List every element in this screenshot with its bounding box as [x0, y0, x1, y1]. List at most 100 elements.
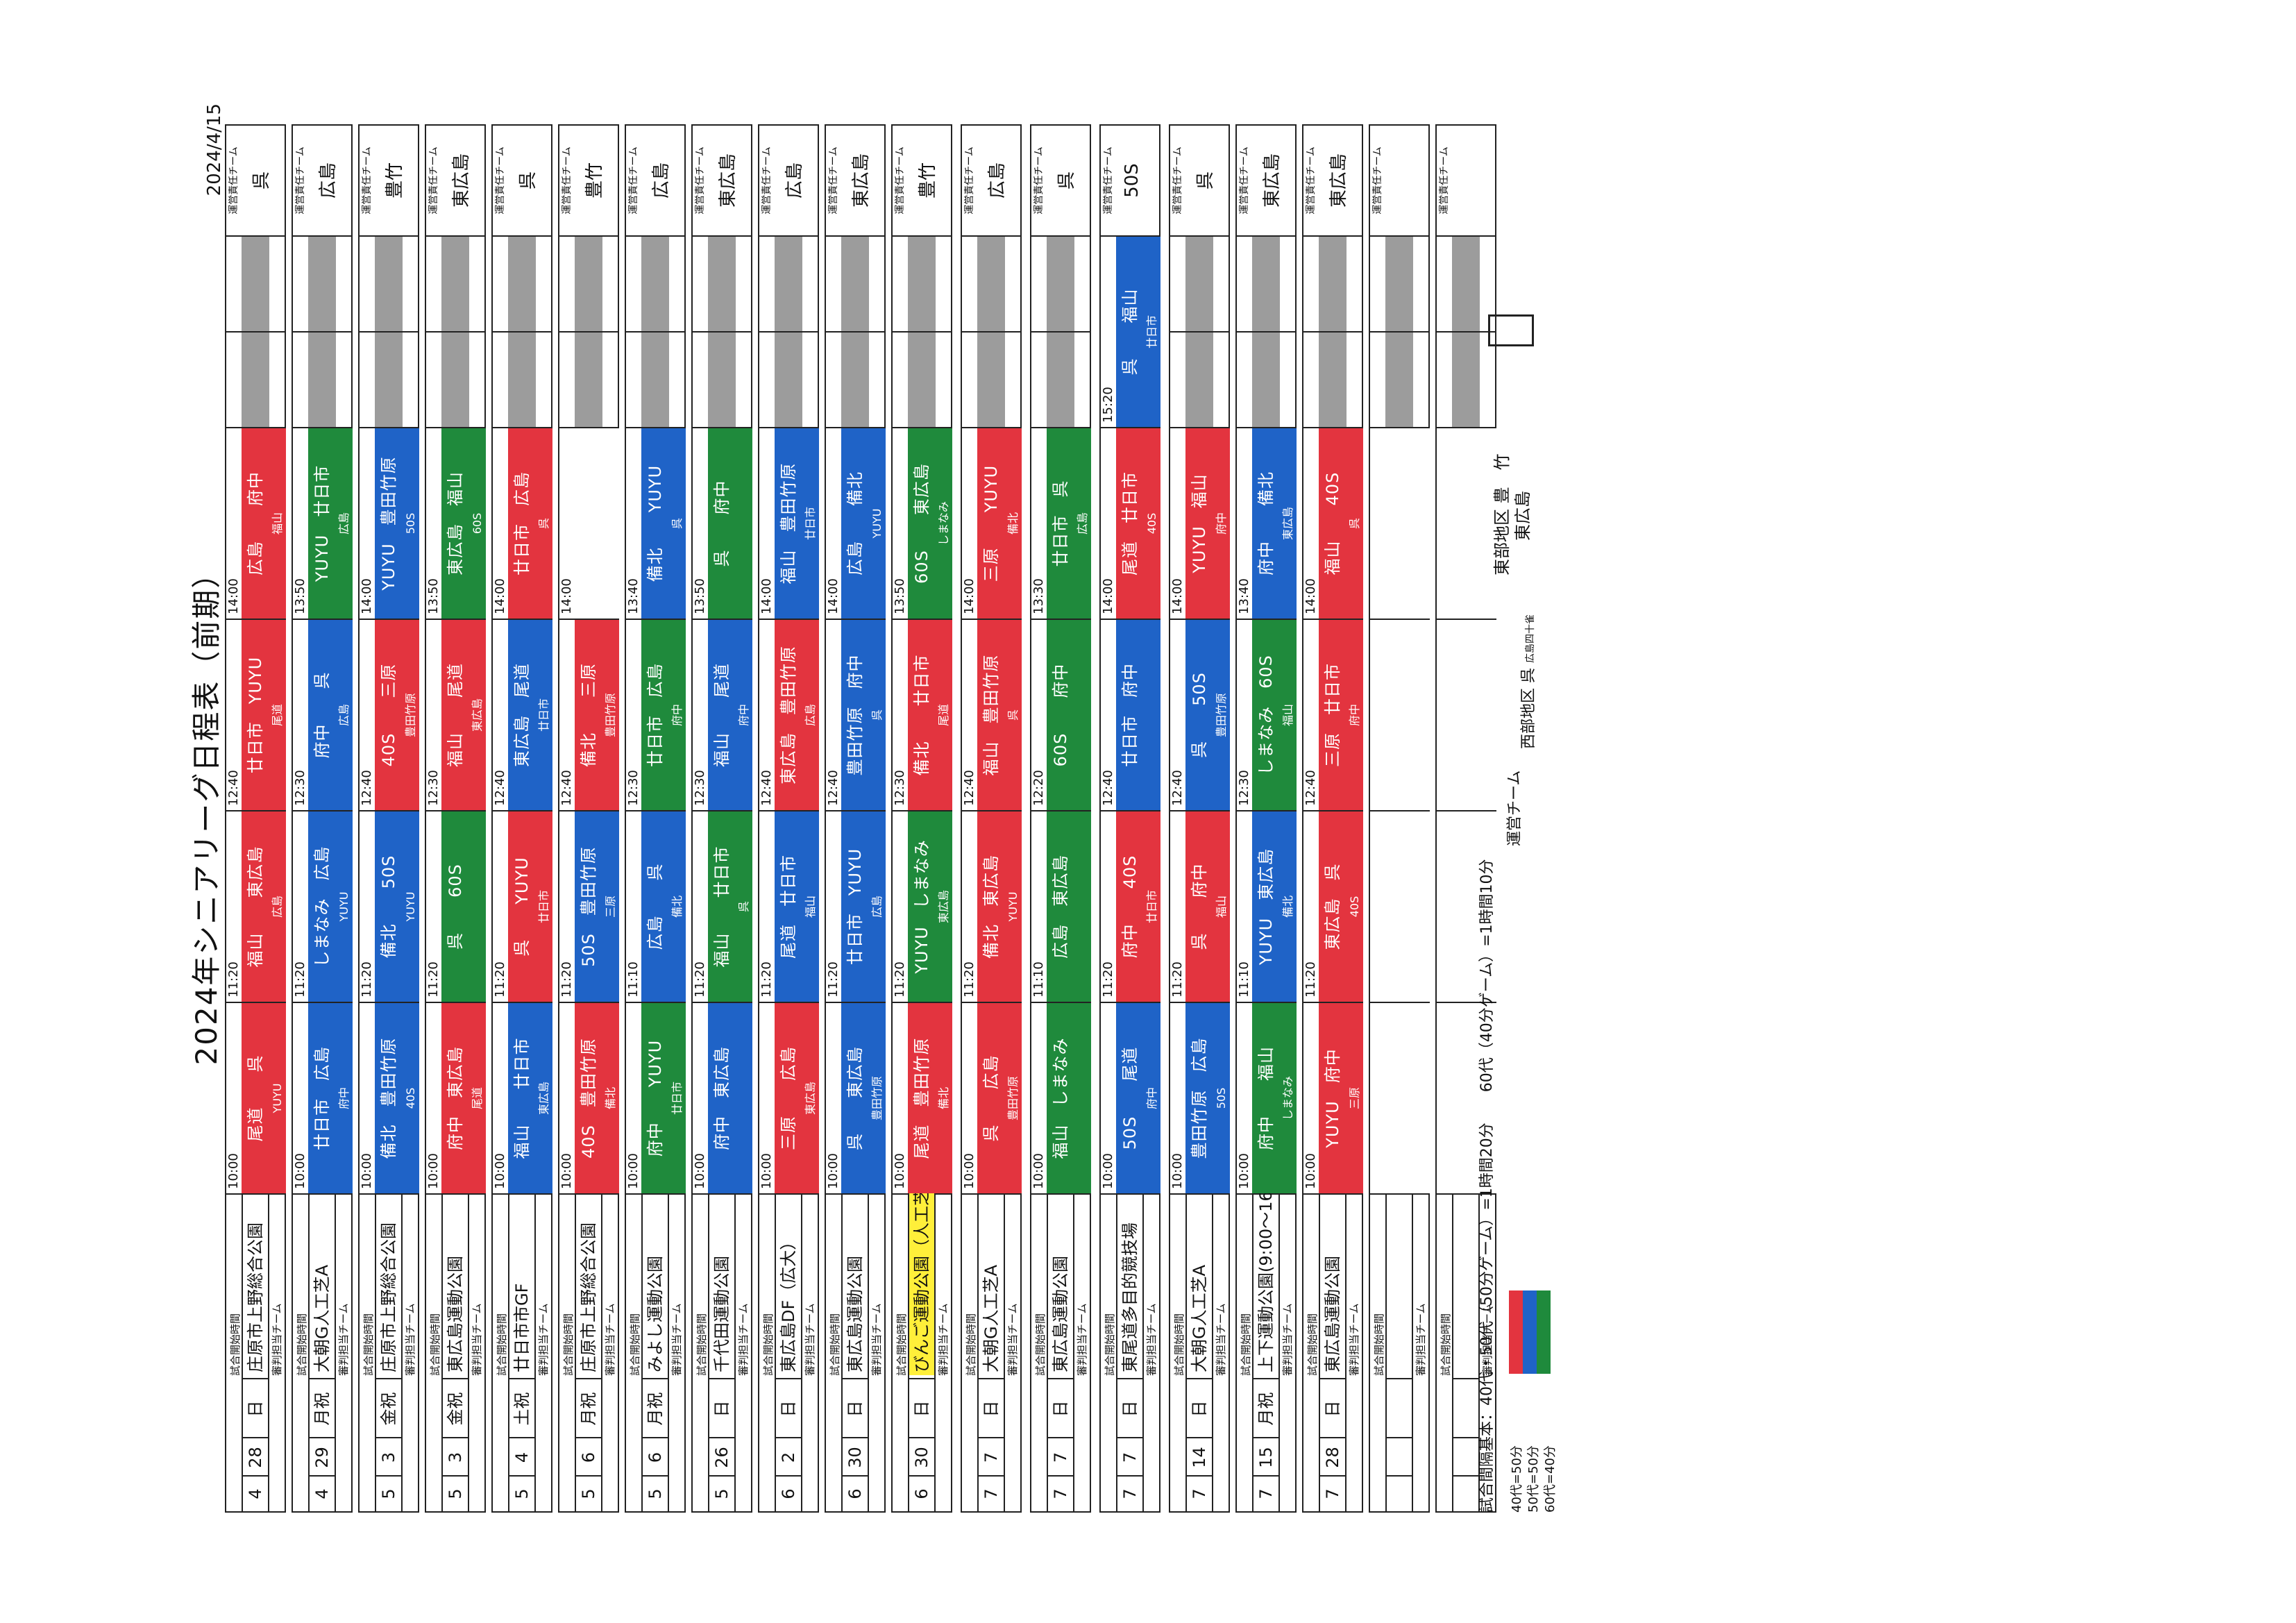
date-venue: 7 28 日 東広島運動公園	[1319, 1192, 1347, 1511]
match-referee: 福山	[269, 428, 286, 619]
match-referee: 備北	[602, 1003, 619, 1193]
match-time	[1370, 428, 1385, 619]
match-time: 13:30	[1031, 428, 1047, 619]
match-time: 11:20	[826, 812, 841, 1002]
ops-team-label: 運営責任チーム	[228, 146, 239, 215]
match-time: 14:00	[826, 428, 841, 619]
ops-team-value: 豊竹	[918, 162, 938, 199]
venue: 庄原市上野総合公園	[379, 1222, 398, 1372]
match-referee: 豊田竹原	[602, 620, 619, 810]
match-referee: 三原	[1347, 1003, 1363, 1193]
match-slot: 13:50 呉 府中	[691, 427, 752, 619]
match-teams: 備北 50S	[375, 812, 403, 1002]
match-time: 11:10	[1031, 812, 1047, 1002]
ops-team-value: 50S	[1122, 163, 1142, 198]
empty-slot	[961, 235, 1022, 331]
match-referee	[1413, 1003, 1430, 1193]
ops-team-cell: 運営責任チーム 50S	[1099, 124, 1160, 235]
start-time-label: 試合開始時間	[1240, 1313, 1252, 1376]
match-time	[1437, 428, 1452, 619]
match-time: 11:20	[559, 812, 575, 1002]
referee-label: 審判担当チーム	[537, 1303, 550, 1376]
day: 7	[1117, 1437, 1142, 1477]
row-header: 試合開始時間 5 3 金祝 東広島運動公園 審判担当チーム	[425, 1192, 486, 1513]
match-referee: 三原	[602, 812, 619, 1002]
match-time: 10:00	[426, 1003, 441, 1193]
month: 7	[1253, 1475, 1278, 1511]
match-slot	[1369, 1002, 1430, 1193]
match-referee	[1144, 620, 1160, 810]
match-slot: 11:20 備北 50S YUYU	[358, 810, 419, 1002]
ops-team-label: 運営責任チーム	[1103, 146, 1114, 215]
match-referee: 東広島	[469, 620, 486, 810]
referee-label: 審判担当チーム	[271, 1303, 283, 1376]
empty-slot	[825, 331, 886, 427]
month	[1387, 1475, 1412, 1511]
ops-team-cell: 運営責任チーム 豊竹	[558, 124, 619, 235]
match-time: 14:00	[962, 428, 977, 619]
match-referee	[602, 428, 619, 619]
match-time: 13:40	[1237, 428, 1252, 619]
empty-slot	[292, 331, 353, 427]
match-time: 11:20	[360, 812, 375, 1002]
match-referee: 東広島	[1280, 428, 1297, 619]
schedule-row: 試合開始時間 6 30 日東広島運動公園 審判担当チーム 10:00 呉 東広島 豊田竹原 11…	[825, 124, 886, 1513]
match-referee: 呉	[736, 812, 752, 1002]
empty-slot	[358, 331, 419, 427]
match-slot: 14:00 福山 豊田竹原 廿日市	[758, 427, 819, 619]
weekday: 日	[1048, 1378, 1073, 1438]
date-venue: 7 7 日東広島運動公園	[1047, 1192, 1074, 1511]
match-teams: YUYU 豊田竹原	[375, 428, 403, 619]
match-time: 12:40	[1303, 620, 1319, 810]
match-slot: 12:40 備北 三原 豊田竹原	[558, 619, 619, 810]
match-slot: 10:00 備北 豊田竹原 40S	[358, 1002, 419, 1193]
empty-slot	[825, 235, 886, 331]
match-slot	[1369, 810, 1430, 1002]
match-slot: 12:30 福山 尾道 府中	[691, 619, 752, 810]
row-header: 試合開始時間 6 30 日 東広島運動公園 審判担当チーム	[825, 1192, 886, 1513]
match-referee: YUYU	[1005, 812, 1022, 1002]
weekday: 日	[909, 1378, 934, 1438]
match-time: 10:00	[962, 1003, 977, 1193]
match-slot: 13:30 廿日市 呉広島	[1030, 427, 1091, 619]
match-slot: 10:00 尾道 呉 YUYU	[225, 1002, 286, 1193]
day: 15	[1253, 1437, 1278, 1477]
match-time: 11:20	[1303, 812, 1319, 1002]
day: 7	[979, 1437, 1004, 1477]
date-venue: 4 29 月祝 大朝G人工芝A	[308, 1192, 336, 1511]
match-slot: 12:40 豊田竹原 府中呉	[825, 619, 886, 810]
match-teams: 府中 YUYU	[641, 1003, 669, 1193]
legend-60: 60代=40分	[1543, 1445, 1558, 1513]
ops-team-value: 東広島	[1328, 153, 1349, 208]
row-header: 試合開始時間 7 14 日 大朝G人工芝A 審判担当チーム	[1169, 1192, 1230, 1513]
page-title: 2024年シニアリーグ日程表（前期）	[189, 557, 223, 1066]
match-slot: 12:40 福山 豊田竹原呉	[961, 619, 1022, 810]
match-referee: 備北	[669, 812, 686, 1002]
ops-team-cell: 運営責任チーム 東広島	[1302, 124, 1363, 235]
match-slot: 10:00 呉 東広島 豊田竹原	[825, 1002, 886, 1193]
match-teams: 府中 東広島	[441, 1003, 469, 1193]
referee-label: 審判担当チーム	[1006, 1303, 1019, 1376]
weekday: 日	[243, 1378, 268, 1438]
match-time: 12:40	[559, 620, 575, 810]
ops-team-cell: 運営責任チーム 広島	[625, 124, 686, 235]
month: 5	[643, 1475, 668, 1511]
match-referee: 府中	[669, 620, 686, 810]
weekday: 月祝	[643, 1378, 668, 1438]
ops-team-value: 広島	[987, 162, 1008, 199]
match-teams: 40S 豊田竹原	[575, 1003, 602, 1193]
color-swatch	[1509, 1290, 1551, 1374]
ops-team-label: 運営責任チーム	[562, 146, 573, 215]
start-time-label: 試合開始時間	[1373, 1313, 1385, 1376]
day: 6	[643, 1437, 668, 1477]
referee-label: 審判担当チーム	[670, 1303, 683, 1376]
empty-slot	[758, 331, 819, 427]
schedule-row: 試合開始時間 4 29 月祝 大朝G人工芝A 審判担当チーム 10:00 廿日市 広島 府中 11…	[292, 124, 353, 1513]
row-header: 試合開始時間 5 4 土祝 廿日市市GF 審判担当チーム	[491, 1192, 552, 1513]
match-time: 12:40	[1101, 620, 1116, 810]
schedule-row: 試合開始時間 5 3 金祝 東広島運動公園 審判担当チーム 10:00 府中 東広島 尾道 11:…	[425, 124, 486, 1513]
day: 7	[1048, 1437, 1073, 1477]
row-header: 試合開始時間 5 6 月祝 みよし運動公園 審判担当チーム	[625, 1192, 686, 1513]
empty-slot	[625, 331, 686, 427]
day: 26	[709, 1437, 734, 1477]
